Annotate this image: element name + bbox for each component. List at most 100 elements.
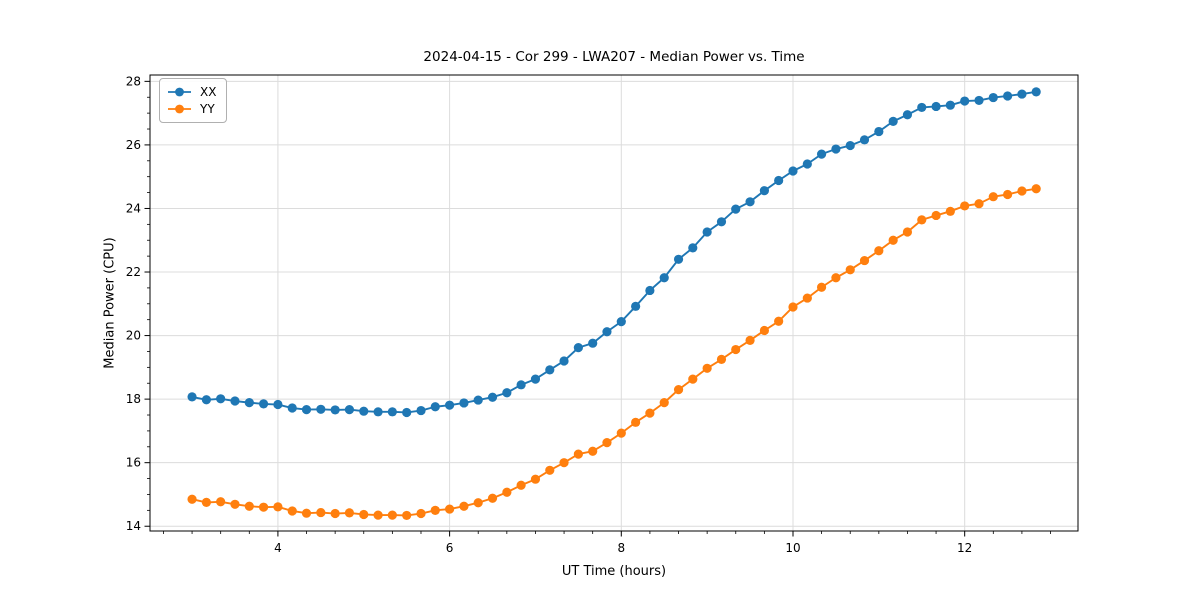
data-point-yy [187,494,197,504]
data-point-xx [273,399,283,410]
data-point-xx [430,402,440,412]
data-point-xx [645,285,655,296]
chart-title: 2024-04-15 - Cor 299 - LWA207 - Median P… [423,49,805,65]
data-point-xx [945,100,955,110]
axes-frame [149,74,1079,532]
legend-marker-yy-icon [168,104,191,114]
y-tick-label: 18 [126,392,141,406]
data-point-xx [573,343,583,353]
data-point-xx [917,102,927,113]
data-point-xx [588,338,598,348]
data-point-xx [731,204,741,214]
y-tick-label: 20 [126,329,141,343]
data-point-yy [988,192,998,202]
data-point-xx [187,392,197,402]
data-point-yy [459,501,469,511]
x-tick-label: 8 [617,541,625,555]
data-point-xx [673,254,684,264]
data-point-xx [330,405,340,415]
y-tick-label: 14 [126,519,141,533]
data-point-yy [316,507,326,518]
y-tick-label: 22 [126,265,141,279]
data-point-xx [1017,89,1027,99]
data-point-yy [845,265,855,275]
x-tick-label: 6 [446,541,454,555]
data-point-yy [487,493,498,503]
data-point-yy [902,227,913,237]
data-point-yy [1031,184,1041,194]
data-point-yy [960,201,970,211]
data-point-xx [688,243,698,253]
data-point-xx [602,327,612,337]
data-point-xx [258,399,269,409]
data-point-yy [774,316,784,326]
data-point-yy [301,508,312,518]
data-point-xx [559,356,569,366]
data-point-xx [373,407,383,417]
legend-label-xx: XX [200,84,217,99]
data-point-yy [859,255,870,266]
data-point-xx [387,407,397,417]
data-point-yy [416,508,426,519]
data-point-yy [344,508,355,518]
data-point-yy [373,510,383,520]
x-tick-label: 12 [957,541,972,555]
data-point-xx [402,407,412,418]
data-point-xx [716,217,727,227]
data-point-yy [1003,189,1013,200]
data-point-xx [816,149,827,159]
data-point-xx [845,140,855,151]
data-point-xx [960,96,970,106]
legend-label-yy: YY [200,102,215,117]
data-point-yy [330,508,340,519]
data-point-yy [931,210,941,221]
data-point-yy [645,408,655,418]
data-point-yy [802,293,812,303]
data-point-yy [602,438,612,448]
data-point-xx [359,406,369,416]
data-point-yy [445,504,455,514]
data-point-yy [716,354,727,365]
data-point-xx [988,92,998,103]
data-point-yy [387,510,397,520]
y-tick-label: 24 [126,201,141,215]
data-point-xx [831,144,841,154]
data-point-yy [745,335,755,345]
data-point-xx [316,404,326,414]
data-point-yy [473,498,483,508]
data-point-xx [659,273,669,283]
data-point-yy [788,302,798,312]
data-point-yy [659,398,669,408]
data-point-yy [273,502,283,512]
data-point-xx [516,380,526,390]
data-point-xx [502,388,512,398]
legend-item-xx: XX [167,83,219,100]
data-point-yy [874,246,884,256]
data-point-yy [917,215,927,225]
data-point-xx [702,227,712,237]
data-point-xx [487,392,498,402]
data-point-yy [688,374,698,384]
data-point-yy [430,505,440,515]
data-point-yy [530,474,541,484]
data-point-yy [573,449,583,459]
data-point-xx [1003,91,1013,101]
series-line-xx [191,90,1038,414]
data-point-yy [731,344,741,355]
data-point-xx [445,400,455,410]
data-point-xx [874,126,884,137]
data-point-xx [473,395,483,405]
data-point-xx [859,135,870,145]
data-point-yy [631,417,641,427]
data-point-xx [230,396,240,406]
data-point-xx [459,398,469,408]
data-point-yy [287,506,297,516]
y-tick-label: 16 [126,456,141,470]
data-point-xx [788,166,798,176]
data-point-xx [201,395,212,405]
data-point-xx [530,374,541,384]
data-point-xx [802,159,812,169]
data-point-xx [759,186,770,196]
